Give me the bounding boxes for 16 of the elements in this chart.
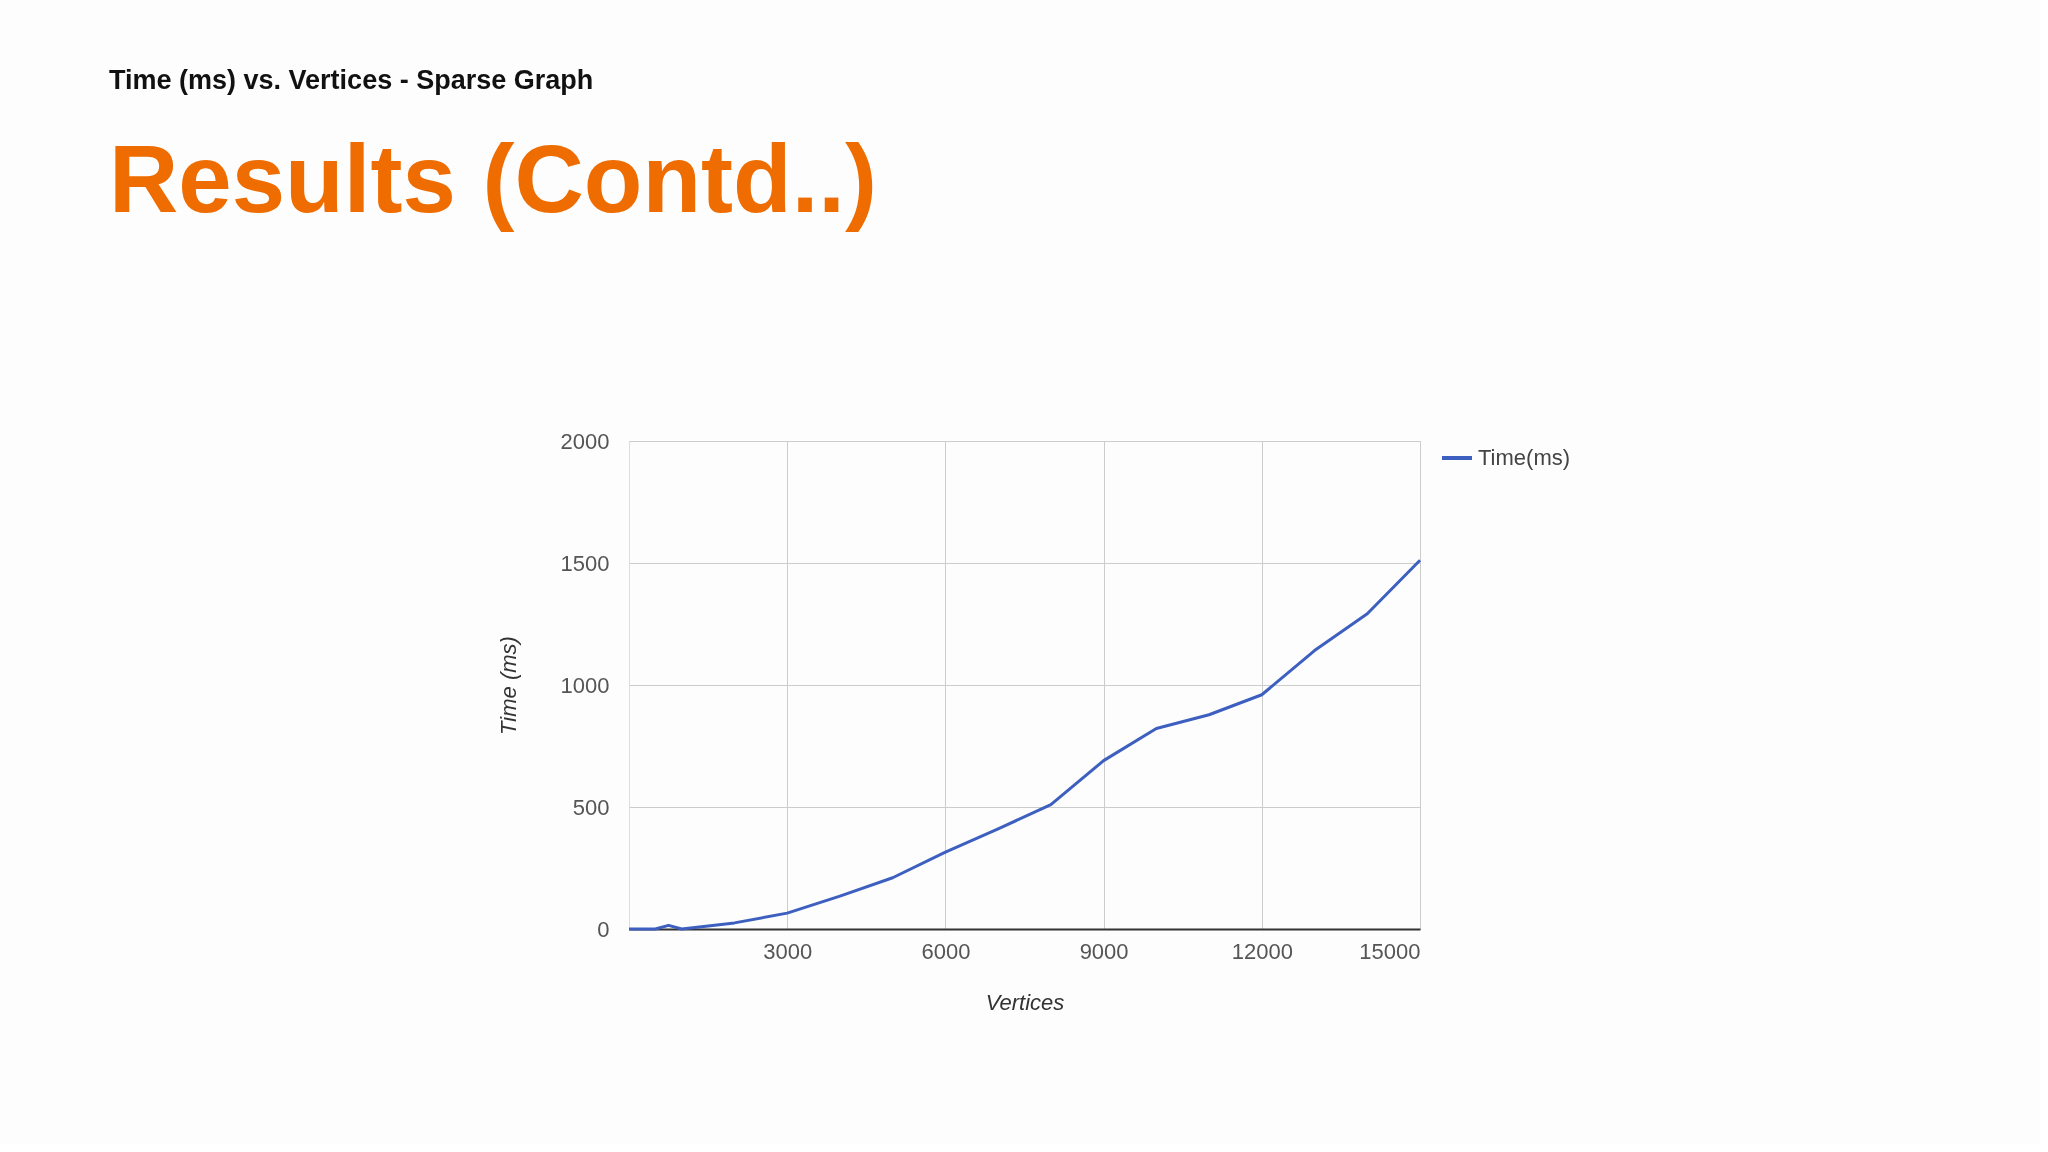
y-tick-label: 1000 xyxy=(560,672,610,698)
x-tick-label: 12000 xyxy=(1231,938,1293,964)
y-tick-label: 2000 xyxy=(560,428,610,454)
x-tick-label: 15000 xyxy=(1359,938,1421,964)
line-series xyxy=(627,558,1422,931)
y-tick-label: 1500 xyxy=(560,550,610,576)
x-axis-title: Vertices xyxy=(985,989,1065,1015)
y-tick-label: 0 xyxy=(597,916,610,942)
x-tick-label: 9000 xyxy=(1079,938,1129,964)
x-tick-label: 6000 xyxy=(921,938,971,964)
y-axis-title: Time (ms) xyxy=(495,636,521,735)
y-tick-label: 500 xyxy=(572,794,610,820)
legend-label: Time(ms) xyxy=(1478,445,1571,470)
text: Results (Contd..) xyxy=(109,125,877,232)
text: Time (ms) vs. Vertices - Sparse Graph xyxy=(109,65,594,95)
x-tick-label: 3000 xyxy=(763,938,813,964)
